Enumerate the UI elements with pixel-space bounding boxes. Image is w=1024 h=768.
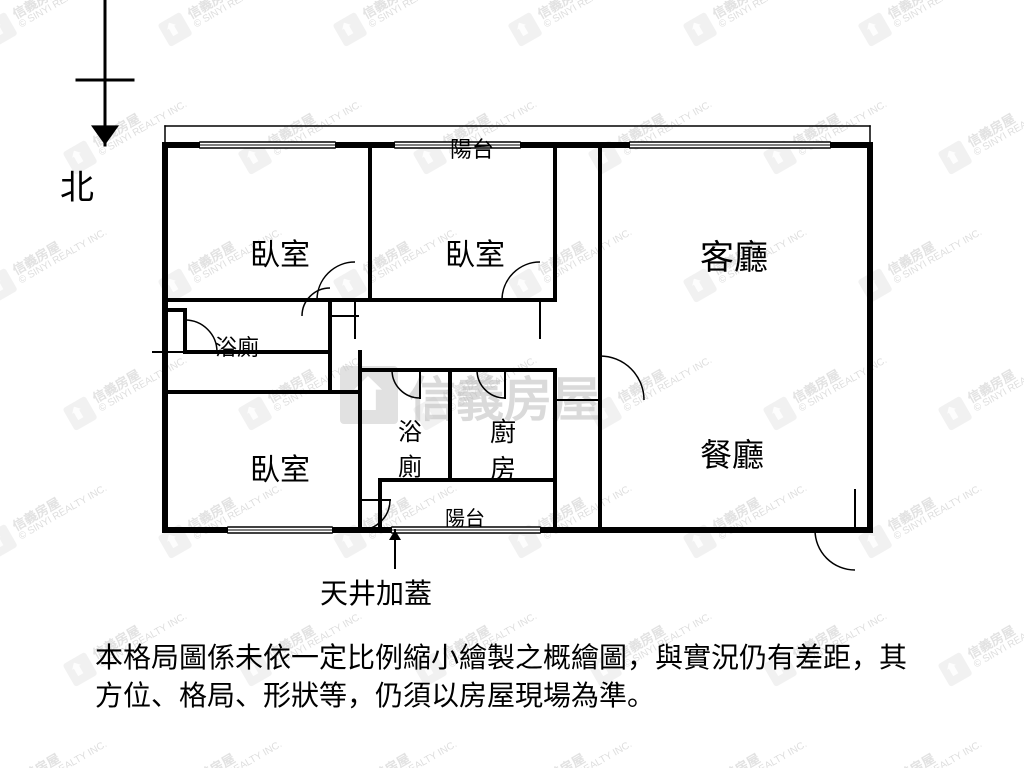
bedroom-bot-left-label: 臥室 — [250, 445, 310, 489]
compass-label: 北 — [60, 160, 94, 209]
floorplan-stage: 信義房屋© SINYI REALTY INC.信義房屋© SINYI REALT… — [0, 0, 1024, 768]
bath-lower-label: 浴 廁 — [398, 412, 422, 482]
balcony-small-label: 陽台 — [445, 502, 485, 531]
disclaimer-caption: 本格局圖係未依一定比例縮小繪製之概繪圖，與實況仍有差距，其方位、格局、形狀等，仍… — [95, 640, 915, 716]
kitchen-label: 廚 房 — [490, 412, 516, 486]
bath-upper-label: 浴廁 — [215, 330, 259, 362]
bedroom-top-left-label: 臥室 — [250, 230, 310, 274]
dining-room-label: 餐廳 — [700, 430, 764, 476]
skylight-label: 天井加蓋 — [320, 572, 432, 612]
living-room-label: 客廳 — [700, 230, 768, 279]
bedroom-top-mid-label: 臥室 — [445, 230, 505, 274]
balcony-top-label: 陽台 — [450, 132, 494, 164]
